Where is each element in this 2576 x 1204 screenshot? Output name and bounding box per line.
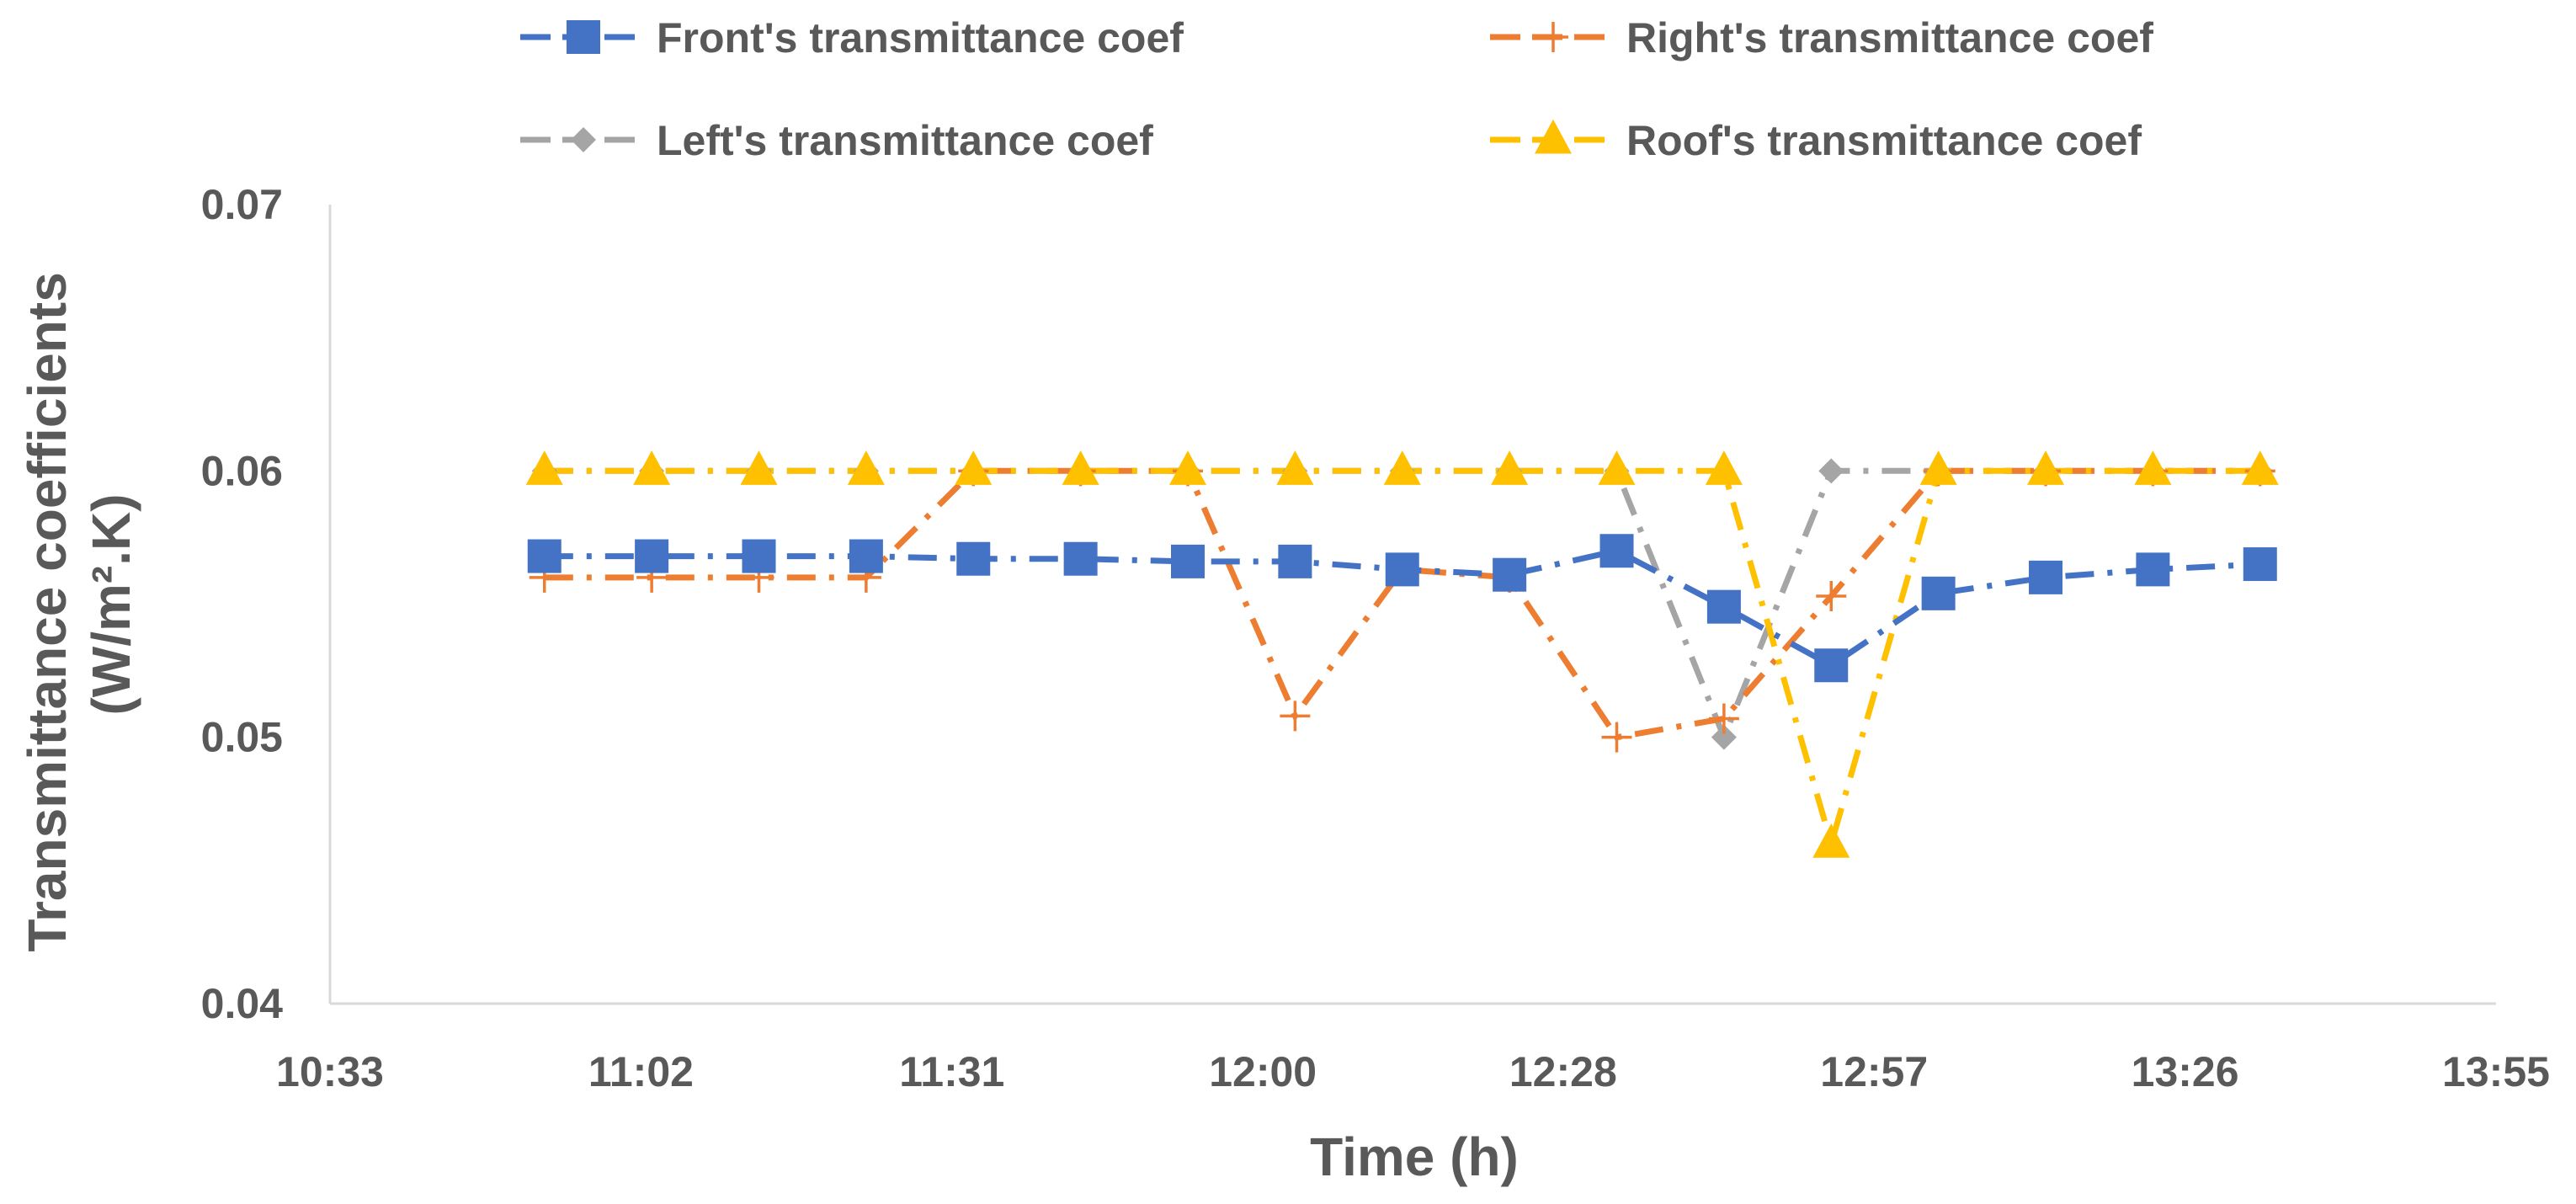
data-point-triangle: [1383, 450, 1421, 485]
series-markers-square: [527, 534, 2277, 683]
data-point-triangle: [740, 450, 778, 485]
legend-marker-diamond: [571, 127, 596, 152]
data-point-square: [1814, 648, 1849, 683]
legend-item: Right's transmittance coef: [1490, 14, 2153, 61]
x-tick-label: 12:57: [1820, 1048, 1928, 1095]
data-point-triangle: [1062, 450, 1099, 485]
x-tick-label: 10:33: [276, 1048, 384, 1095]
data-point-triangle: [1812, 823, 1850, 858]
data-point-square: [956, 541, 991, 576]
y-axis-title: Transmittance coefficients (W/m².K): [17, 257, 141, 951]
data-point-square: [527, 539, 562, 573]
series-markers: [525, 450, 2279, 858]
data-point-plus: [1708, 703, 1739, 734]
legend-item: Front's transmittance coef: [520, 14, 1184, 61]
data-point-plus: [1816, 581, 1847, 612]
series-line-triangle: [544, 467, 2260, 855]
data-point-triangle: [1491, 450, 1529, 485]
data-point-triangle: [2241, 450, 2279, 485]
axes: [328, 205, 2496, 1005]
data-point-triangle: [633, 450, 671, 485]
series-line-plus: [544, 467, 2260, 741]
data-point-triangle: [847, 450, 885, 485]
data-point-triangle: [1705, 450, 1743, 485]
legend-label: Front's transmittance coef: [657, 14, 1184, 61]
data-point-triangle: [1919, 450, 1957, 485]
data-point-square: [1493, 557, 1527, 592]
legend-marker-plus: [1538, 22, 1568, 52]
legend-label: Roof's transmittance coef: [1626, 117, 2142, 164]
data-point-square: [2243, 547, 2277, 582]
data-point-square: [2029, 560, 2063, 594]
legend-marker-triangle: [1535, 119, 1572, 154]
legend-marker-square: [567, 20, 600, 54]
data-point-square: [1921, 576, 1956, 610]
data-point-square: [2136, 552, 2170, 587]
series-markers-diamond: [531, 458, 2273, 750]
data-point-triangle: [525, 450, 563, 485]
data-point-plus: [1601, 722, 1632, 753]
data-point-square: [1063, 541, 1098, 576]
y-axis-title-line-1: Transmittance coefficients: [17, 272, 77, 951]
y-tick-label: 0.04: [201, 980, 284, 1027]
y-tick-labels: 0.04 0.05 0.06 0.07: [201, 181, 284, 1027]
y-tick-label: 0.07: [201, 181, 283, 228]
y-tick-label: 0.06: [201, 447, 283, 494]
x-tick-label: 13:26: [2132, 1048, 2239, 1095]
series-lines: [544, 467, 2260, 855]
data-point-square: [635, 539, 669, 573]
data-point-square: [1706, 589, 1741, 624]
data-point-triangle: [2134, 450, 2172, 485]
data-point-square: [1385, 552, 1419, 587]
series-line-diamond: [544, 467, 2260, 746]
data-point-diamond: [1818, 458, 1844, 484]
data-point-triangle: [2027, 450, 2065, 485]
x-axis-title: Time (h): [1310, 1127, 1519, 1187]
y-axis-title-line-2: (W/m².K): [81, 493, 141, 715]
data-point-triangle: [1169, 450, 1207, 485]
x-tick-label: 12:28: [1509, 1048, 1617, 1095]
x-tick-label: 11:31: [899, 1048, 1004, 1095]
legend-item: Roof's transmittance coef: [1490, 117, 2142, 164]
x-tick-label: 13:55: [2442, 1048, 2550, 1095]
data-point-square: [1599, 534, 1634, 568]
data-point-square: [1278, 544, 1312, 578]
data-point-diamond: [1711, 724, 1737, 750]
data-point-square: [1171, 544, 1206, 578]
data-point-triangle: [1598, 450, 1636, 485]
data-point-square: [849, 539, 883, 573]
data-point-square: [742, 539, 776, 573]
x-tick-labels: 10:33 11:02 11:31 12:00 12:28 12:57 13:26 13:55: [276, 1048, 2550, 1095]
data-point-triangle: [955, 450, 993, 485]
x-tick-label: 12:00: [1209, 1048, 1317, 1095]
x-tick-label: 11:02: [588, 1048, 694, 1095]
legend: Front's transmittance coef Right's transm…: [520, 14, 2153, 164]
legend-label: Right's transmittance coef: [1626, 14, 2153, 61]
legend-label: Left's transmittance coef: [657, 117, 1153, 164]
data-point-triangle: [1276, 450, 1314, 485]
y-tick-label: 0.05: [201, 714, 283, 761]
series-markers-plus: [529, 455, 2275, 753]
data-point-plus: [1280, 701, 1311, 732]
series-markers-triangle: [525, 450, 2279, 858]
legend-item: Left's transmittance coef: [520, 117, 1153, 164]
